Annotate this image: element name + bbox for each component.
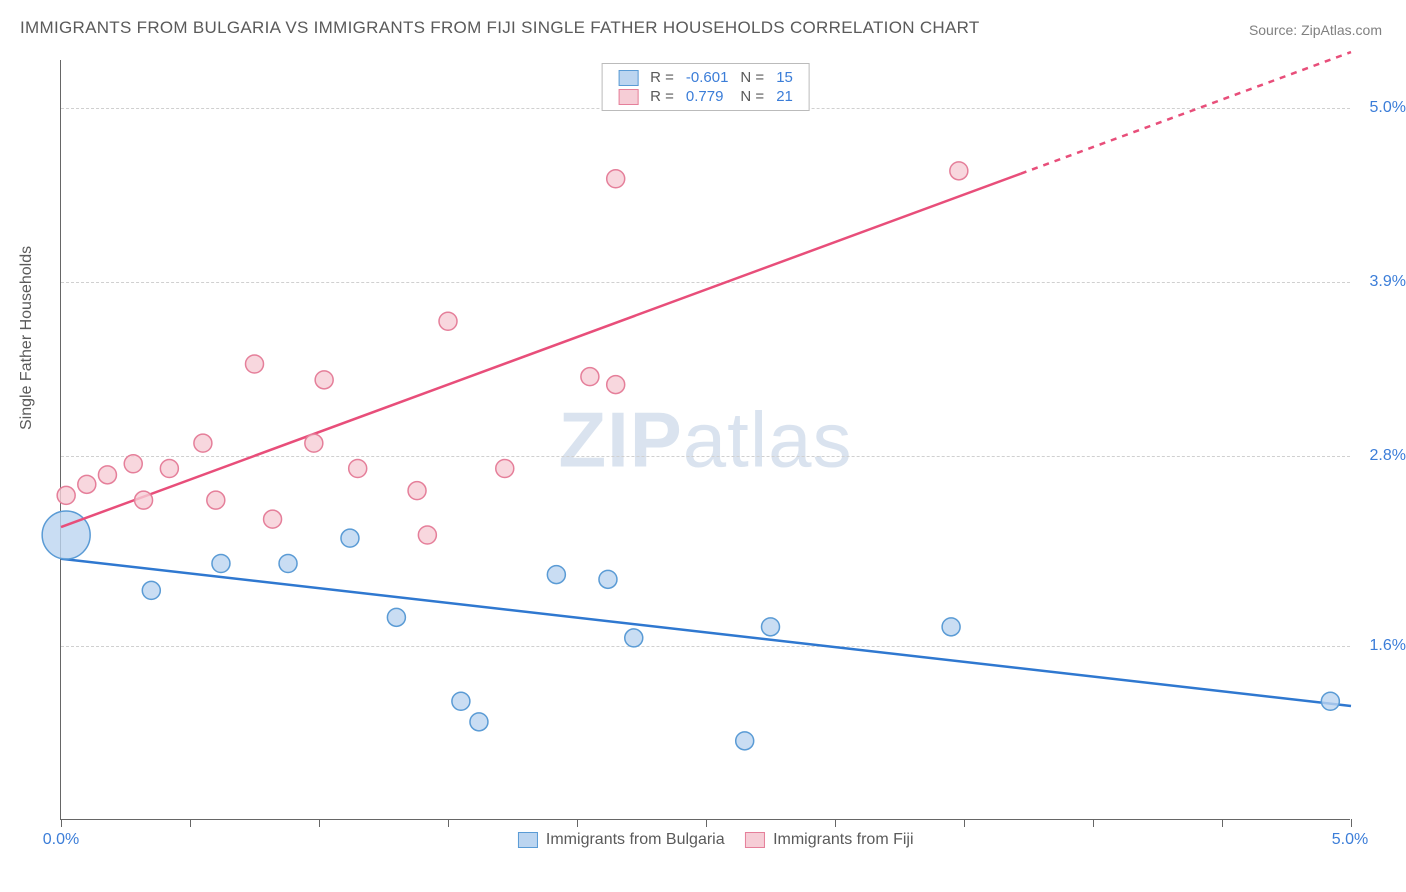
data-point-fiji [607,170,625,188]
x-tick [1222,819,1223,827]
trend-line-bulgaria [61,559,1351,706]
chart-title: IMMIGRANTS FROM BULGARIA VS IMMIGRANTS F… [20,18,980,38]
y-tick-label: 2.8% [1370,447,1406,465]
legend-swatch-bulgaria [517,832,537,848]
data-point-fiji [496,460,514,478]
legend-swatch-fiji [745,832,765,848]
source-attribution: Source: ZipAtlas.com [1249,22,1382,38]
r-label: R = [644,87,680,106]
r-value-fiji: 0.779 [680,87,735,106]
data-point-fiji [581,368,599,386]
x-tick [835,819,836,827]
data-point-fiji [78,475,96,493]
legend-swatch-fiji [618,89,638,105]
n-value-fiji: 21 [770,87,799,106]
y-tick-label: 1.6% [1370,637,1406,655]
data-point-bulgaria [942,618,960,636]
chart-svg [61,60,1350,819]
chart-plot-area: ZIPatlas 1.6%2.8%3.9%5.0% R =-0.601N =15… [60,60,1350,820]
data-point-fiji [418,526,436,544]
data-point-bulgaria [547,566,565,584]
data-point-fiji [349,460,367,478]
legend-swatch-bulgaria [618,70,638,86]
x-tick [706,819,707,827]
data-point-bulgaria [341,529,359,547]
x-tick [1351,819,1352,827]
data-point-fiji [57,486,75,504]
data-point-fiji [950,162,968,180]
n-label: N = [734,68,770,87]
data-point-fiji [439,312,457,330]
data-point-fiji [160,460,178,478]
x-axis-start-label: 0.0% [43,831,79,849]
y-axis-label: Single Father Households [18,246,36,430]
x-tick [448,819,449,827]
data-point-fiji [246,355,264,373]
data-point-fiji [124,455,142,473]
legend-label-bulgaria: Immigrants from Bulgaria [541,831,724,848]
data-point-fiji [264,510,282,528]
data-point-fiji [207,491,225,509]
data-point-bulgaria [762,618,780,636]
data-point-fiji [98,466,116,484]
data-point-fiji [135,491,153,509]
n-label: N = [734,87,770,106]
data-point-bulgaria [599,570,617,588]
data-point-bulgaria [279,555,297,573]
data-point-bulgaria [1321,692,1339,710]
data-point-bulgaria [387,608,405,626]
series-legend: Immigrants from Bulgaria Immigrants from… [497,831,913,849]
n-value-bulgaria: 15 [770,68,799,87]
x-tick [1093,819,1094,827]
x-tick [319,819,320,827]
legend-row-fiji: R =0.779N =21 [612,87,799,106]
x-tick [190,819,191,827]
legend-row-bulgaria: R =-0.601N =15 [612,68,799,87]
y-tick-label: 5.0% [1370,99,1406,117]
x-tick [964,819,965,827]
data-point-fiji [305,434,323,452]
data-point-bulgaria [212,555,230,573]
data-point-bulgaria [736,732,754,750]
data-point-bulgaria [452,692,470,710]
x-tick [61,819,62,827]
data-point-fiji [607,376,625,394]
legend-label-fiji: Immigrants from Fiji [769,831,914,848]
data-point-bulgaria [142,581,160,599]
data-point-fiji [315,371,333,389]
y-tick-label: 3.9% [1370,273,1406,291]
r-label: R = [644,68,680,87]
x-tick [577,819,578,827]
data-point-bulgaria [625,629,643,647]
r-value-bulgaria: -0.601 [680,68,735,87]
data-point-fiji [194,434,212,452]
correlation-legend: R =-0.601N =15R =0.779N =21 [601,63,810,111]
trend-line-fiji [61,174,1021,527]
trend-line-fiji-extrapolated [1021,52,1351,174]
data-point-fiji [408,482,426,500]
data-point-bulgaria [470,713,488,731]
x-axis-end-label: 5.0% [1332,831,1368,849]
